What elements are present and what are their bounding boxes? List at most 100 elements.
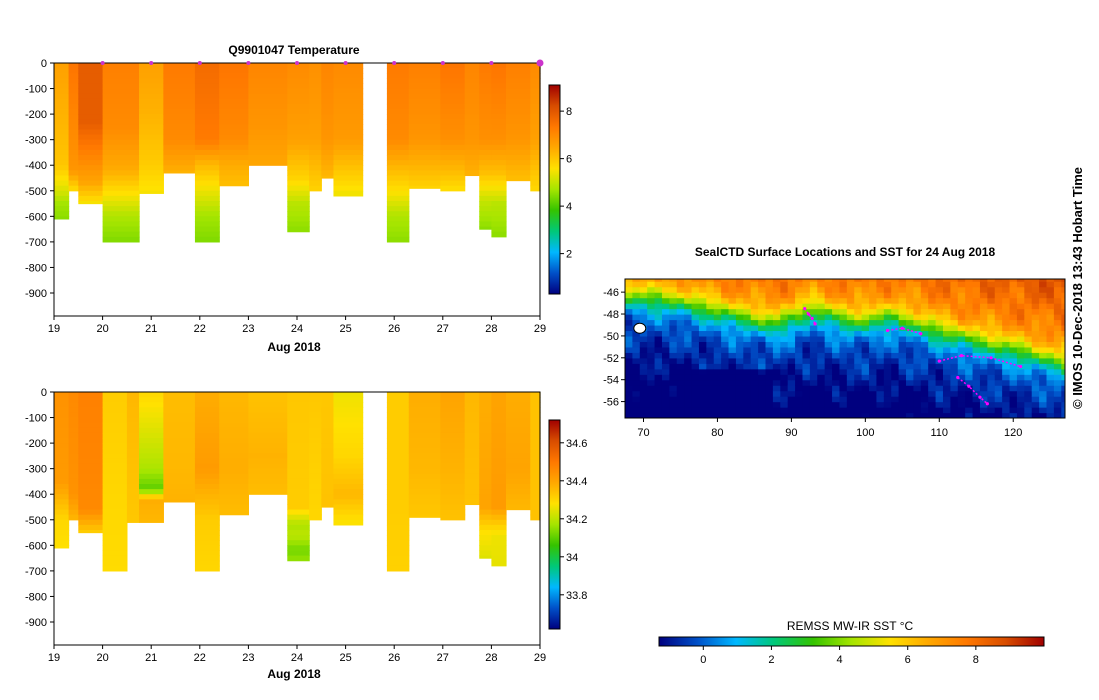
profile-cell — [194, 221, 220, 228]
profile-cell — [54, 417, 70, 424]
sst-cell — [876, 330, 885, 337]
x-tick-label: 26 — [388, 652, 400, 664]
sst-cell — [1039, 379, 1048, 386]
sst-cell — [906, 319, 915, 326]
profile-cell — [464, 443, 480, 449]
sst-cell — [669, 341, 678, 348]
sst-cell — [684, 279, 693, 282]
profile-cell — [78, 402, 104, 408]
sst-cell — [1009, 390, 1018, 397]
colorbar-tick-label: 34 — [566, 552, 578, 564]
sst-cell — [987, 379, 996, 386]
sst-cell — [706, 412, 715, 418]
sst-cell — [721, 357, 730, 364]
profile-cell — [102, 397, 128, 403]
profile-cell — [505, 494, 531, 500]
profile-column — [321, 392, 335, 508]
profile-cell — [78, 524, 104, 531]
sst-cell — [891, 363, 900, 370]
sst-cell — [772, 396, 781, 403]
sst-cell — [1053, 396, 1062, 403]
profile-cell — [408, 494, 441, 500]
profile-cell — [78, 484, 104, 490]
profile-cell — [287, 149, 310, 156]
sst-cell — [965, 385, 974, 392]
sst-cell — [1024, 341, 1033, 348]
profile-cell — [54, 499, 70, 506]
profile-cell — [194, 484, 220, 490]
sst-cell — [639, 281, 648, 288]
sst-cell — [987, 297, 996, 304]
profile-column — [491, 392, 507, 567]
profile-cell — [102, 68, 140, 74]
profile-cell — [78, 427, 104, 434]
sst-cell — [824, 407, 833, 414]
sst-cell — [625, 335, 633, 342]
sst-cell — [898, 385, 907, 392]
sst-cell — [876, 401, 885, 408]
profile-cell — [219, 134, 249, 141]
profile-cell — [219, 392, 249, 398]
profile-cell — [479, 402, 492, 408]
profile-cell — [479, 392, 492, 398]
profile-cell — [139, 504, 164, 511]
sst-cell — [935, 279, 944, 282]
sst-cell — [713, 292, 722, 299]
profile-cell — [530, 448, 541, 454]
profile-cell — [505, 68, 531, 74]
profile-cell — [479, 211, 492, 217]
sst-cell — [1031, 374, 1040, 381]
sst-cell — [743, 281, 752, 288]
sst-cell — [676, 374, 685, 381]
sst-cell — [942, 407, 951, 414]
sst-cell — [802, 390, 811, 397]
profile-cell — [248, 68, 288, 74]
sst-cell — [950, 374, 959, 381]
sst-cell — [987, 303, 996, 310]
profile-cell — [321, 68, 335, 74]
sst-cell — [920, 346, 929, 353]
profile-cell — [464, 448, 480, 454]
sst-cell — [891, 407, 900, 414]
profile-cell — [163, 432, 196, 439]
sst-cell — [832, 396, 841, 403]
sst-cell — [1061, 297, 1065, 304]
profile-cell — [440, 160, 466, 166]
profile-cell — [491, 514, 507, 521]
profile-cell — [248, 392, 288, 398]
profile-cell — [287, 226, 310, 233]
sst-cell — [728, 297, 737, 304]
sst-cell — [906, 297, 915, 304]
sst-cell — [684, 363, 693, 370]
profile-cell — [78, 407, 104, 414]
profile-cell — [464, 468, 480, 475]
profile-cell — [54, 201, 70, 207]
sst-cell — [735, 314, 744, 321]
sst-cell — [728, 324, 737, 332]
sst-cell — [942, 303, 951, 310]
sst-cell — [721, 335, 730, 342]
profile-cell — [248, 484, 288, 490]
profile-cell — [163, 73, 196, 79]
sst-cell — [661, 286, 670, 293]
profile-cell — [287, 443, 310, 449]
profile-cell — [68, 68, 79, 74]
lon-tick-label: 90 — [785, 427, 797, 439]
sst-cell — [1046, 396, 1055, 403]
sst-colorbar-tick-label: 4 — [837, 654, 843, 666]
sst-cell — [928, 368, 937, 375]
seal-location — [959, 354, 964, 358]
sst-cell — [765, 363, 774, 370]
profile-cell — [386, 504, 410, 511]
profile-cell — [194, 114, 220, 120]
profile-cell — [194, 149, 220, 156]
sst-cell — [839, 346, 848, 353]
profile-cell — [248, 417, 288, 424]
profile-cell — [78, 514, 104, 521]
sst-cell — [1031, 319, 1040, 326]
sst-cell — [817, 330, 826, 337]
sst-cell — [950, 352, 959, 359]
sst-cell — [802, 368, 811, 375]
profile-column — [78, 392, 104, 534]
sst-cell — [750, 330, 759, 337]
